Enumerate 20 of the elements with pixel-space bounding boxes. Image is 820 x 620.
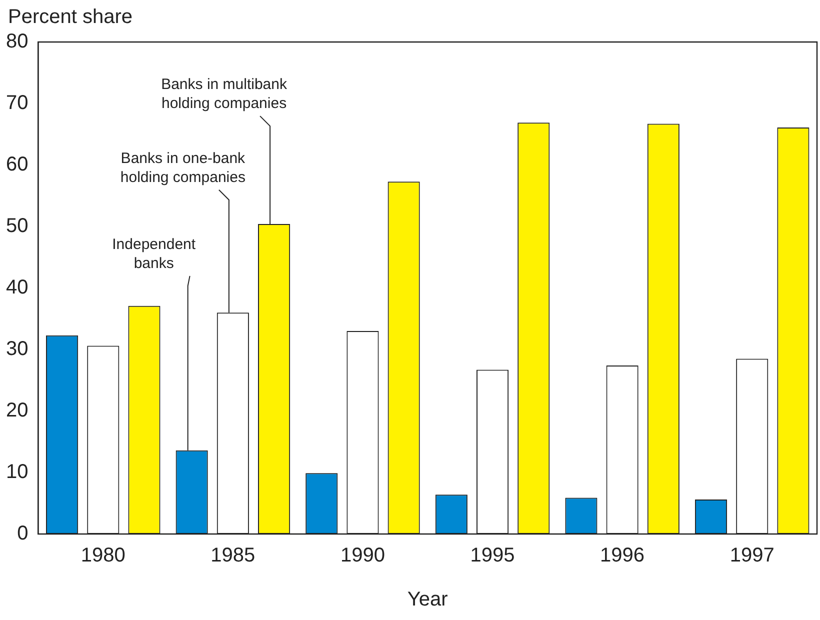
x-tick-label: 1985: [210, 544, 256, 567]
x-tick-label: 1980: [80, 544, 126, 567]
y-tick-label: 70: [6, 92, 28, 114]
y-axis-title: Percent share: [8, 6, 133, 29]
y-tick-label: 80: [6, 30, 28, 53]
x-tick-label: 1996: [600, 544, 645, 567]
x-axis-title: Year: [407, 588, 448, 611]
x-tick-label: 1995: [470, 544, 515, 567]
x-tick-label: 1997: [730, 544, 774, 567]
text: Banks in one-bank holding companies: [120, 150, 246, 186]
x-tick-label: 1990: [340, 544, 385, 567]
y-tick-label: 0: [17, 522, 28, 545]
y-tick-label: 40: [6, 276, 28, 299]
y-tick-label: 20: [6, 400, 28, 422]
text: Independent banks: [112, 236, 196, 272]
y-tick-label: 10: [6, 461, 28, 484]
y-tick-label: 30: [6, 338, 28, 360]
y-tick-label: 60: [6, 154, 28, 176]
text: Banks in multibank holding companies: [161, 76, 288, 112]
y-tick-label: 50: [6, 215, 28, 238]
